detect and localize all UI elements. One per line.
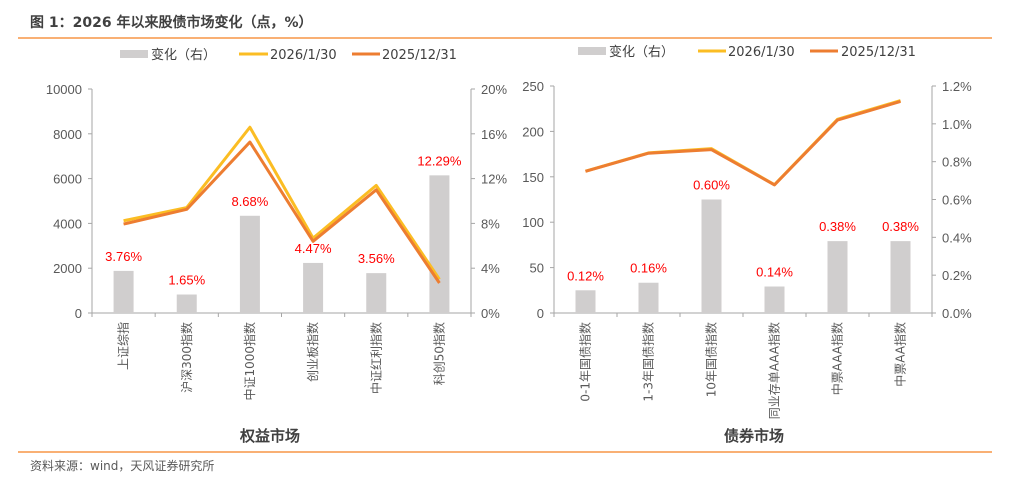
- left-tick-label: 100: [522, 215, 544, 230]
- legend-line1-label: 2026/1/30: [270, 48, 337, 63]
- category-label: 10年国债指数: [704, 322, 719, 397]
- right-tick-label: 20%: [481, 82, 507, 97]
- left-tick-label: 250: [522, 79, 544, 94]
- bar: [890, 241, 911, 313]
- legend-right: 变化（右） 2026/1/30 2025/12/31: [578, 44, 916, 60]
- right-tick-label: 0.0%: [942, 306, 972, 321]
- bar: [429, 175, 450, 313]
- equity-xlabel: 权益市场: [239, 427, 300, 445]
- bar-data-label: 0.14%: [756, 265, 793, 280]
- right-tick-label: 16%: [481, 127, 507, 142]
- bar: [239, 215, 260, 313]
- left-tick-label: 50: [530, 261, 544, 276]
- left-tick-label: 0: [75, 306, 82, 321]
- legend-left: 变化（右） 2026/1/30 2025/12/31: [120, 47, 457, 63]
- bar: [176, 294, 197, 313]
- right-tick-label: 1.0%: [942, 117, 972, 132]
- bond-chart: 0 50 100 150 200 250 0.0% 0.2% 0.4% 0.6% 0.8% 1.0% 1…: [522, 79, 972, 419]
- bar-data-label: 0.38%: [819, 219, 856, 234]
- left-tick-label: 150: [522, 170, 544, 185]
- bar: [764, 286, 785, 313]
- category-label: 中票AA指数: [893, 322, 908, 387]
- left-tick-label: 200: [522, 124, 544, 139]
- left-tick-label: 10000: [46, 82, 82, 97]
- bar-data-label: 0.38%: [882, 219, 919, 234]
- category-label: 中证1000指数: [242, 322, 257, 401]
- bar-data-label: 0.60%: [693, 178, 730, 193]
- right-tick-label: 0.6%: [942, 193, 972, 208]
- left-tick-label: 2000: [53, 261, 82, 276]
- left-tick-label: 0: [537, 306, 544, 321]
- category-label: 创业板指数: [305, 322, 320, 382]
- bar: [575, 290, 596, 313]
- category-label: 同业存单AAA指数: [767, 322, 782, 419]
- category-label: 0-1年国债指数: [578, 322, 593, 402]
- right-tick-label: 4%: [481, 261, 500, 276]
- bar-data-label: 3.56%: [358, 251, 395, 266]
- legend-bar-swatch: [120, 50, 148, 58]
- line-2025-12-31: [123, 140, 441, 284]
- category-label: 中证红利指数: [368, 322, 383, 394]
- line-2026-1-30: [123, 125, 441, 281]
- equity-chart: 0 2000 4000 6000 8000 10000 0% 4% 8% 12% 16% 20% 3.7…: [46, 82, 508, 401]
- legend-bar-swatch: [578, 47, 606, 55]
- right-tick-label: 1.2%: [942, 79, 972, 94]
- bar: [303, 262, 324, 313]
- bar: [366, 273, 387, 313]
- right-tick-label: 12%: [481, 172, 507, 187]
- legend-bar-label: 变化（右）: [151, 47, 216, 63]
- bar: [827, 241, 848, 313]
- left-tick-label: 8000: [53, 127, 82, 142]
- bond-xlabel: 债券市场: [724, 427, 784, 445]
- line-2026-1-30: [585, 99, 901, 187]
- bar: [113, 270, 134, 313]
- category-label: 中票AAA指数: [830, 322, 845, 395]
- source-note: 资料来源：wind，天风证券研究所: [30, 458, 214, 473]
- bar: [701, 199, 722, 313]
- right-tick-label: 8%: [481, 216, 500, 231]
- bar-data-label: 1.65%: [168, 273, 205, 288]
- category-label: 科创50指数: [431, 322, 446, 385]
- bar-data-label: 0.12%: [567, 268, 604, 283]
- figure-title: 图 1：2026 年以来股债市场变化（点，%）: [30, 14, 312, 31]
- left-tick-label: 4000: [53, 216, 82, 231]
- bar-data-label: 4.47%: [295, 241, 332, 256]
- right-tick-label: 0%: [481, 306, 500, 321]
- bar: [638, 282, 659, 313]
- category-label: 1-3年国债指数: [641, 322, 656, 402]
- category-label: 沪深300指数: [179, 322, 194, 393]
- line-2025-12-31: [585, 99, 901, 187]
- right-tick-label: 0.4%: [942, 230, 972, 245]
- legend-line1-label: 2026/1/30: [728, 45, 795, 60]
- legend-line2-label: 2025/12/31: [382, 48, 457, 63]
- right-tick-label: 0.8%: [942, 155, 972, 170]
- bar-data-label: 3.76%: [105, 249, 142, 264]
- legend-line2-label: 2025/12/31: [841, 45, 916, 60]
- bar-data-label: 0.16%: [630, 261, 667, 276]
- right-tick-label: 0.2%: [942, 268, 972, 283]
- legend-bar-label: 变化（右）: [609, 44, 674, 60]
- bar-data-label: 8.68%: [231, 194, 268, 209]
- left-tick-label: 6000: [53, 172, 82, 187]
- category-label: 上证综指: [116, 322, 131, 370]
- bar-data-label: 12.29%: [417, 153, 462, 168]
